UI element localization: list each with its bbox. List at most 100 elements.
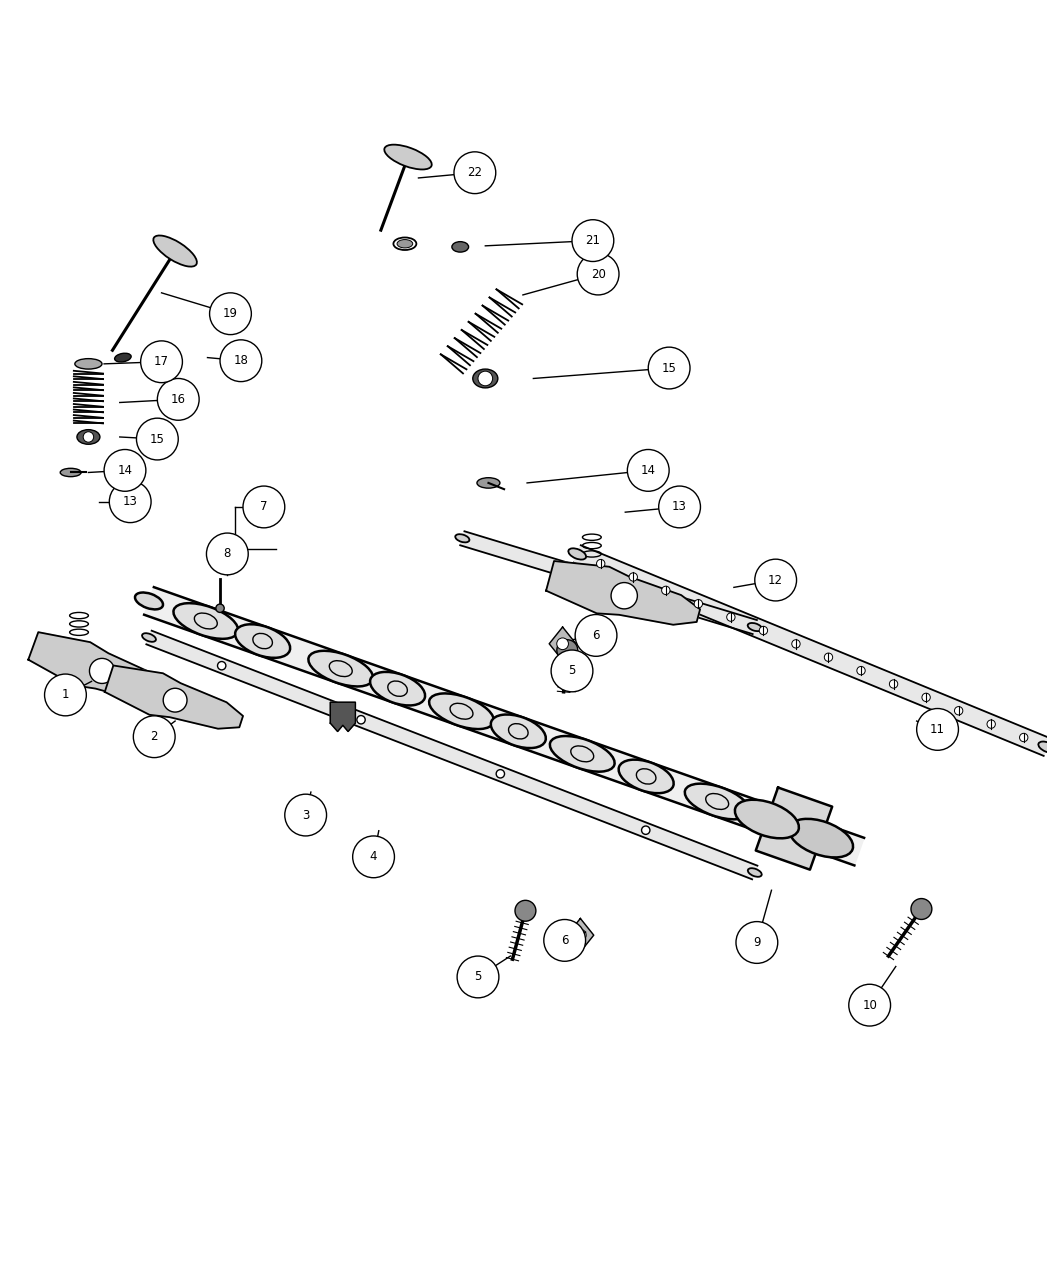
Circle shape	[83, 432, 93, 442]
Circle shape	[694, 599, 702, 608]
Ellipse shape	[60, 468, 81, 477]
Ellipse shape	[1038, 742, 1050, 752]
Circle shape	[889, 680, 898, 688]
Circle shape	[89, 658, 114, 683]
Text: 6: 6	[592, 629, 600, 641]
Circle shape	[759, 626, 768, 635]
Text: 17: 17	[154, 356, 169, 368]
Circle shape	[133, 715, 175, 757]
Text: 20: 20	[591, 268, 606, 280]
Polygon shape	[28, 632, 173, 703]
Circle shape	[497, 770, 505, 778]
Circle shape	[572, 219, 614, 261]
Circle shape	[357, 715, 365, 724]
Circle shape	[1020, 733, 1028, 742]
Circle shape	[210, 293, 251, 334]
Ellipse shape	[472, 368, 498, 388]
Ellipse shape	[384, 144, 432, 170]
Ellipse shape	[735, 799, 799, 839]
Circle shape	[662, 586, 670, 594]
Ellipse shape	[550, 736, 614, 771]
Circle shape	[824, 653, 833, 662]
Circle shape	[857, 667, 865, 674]
Circle shape	[922, 694, 930, 701]
Ellipse shape	[135, 593, 163, 609]
Ellipse shape	[456, 534, 469, 542]
Circle shape	[220, 340, 261, 381]
Polygon shape	[331, 703, 355, 732]
Circle shape	[727, 613, 735, 621]
Text: 7: 7	[260, 501, 268, 514]
Circle shape	[578, 254, 619, 295]
Text: 15: 15	[662, 362, 676, 375]
Text: 9: 9	[753, 936, 760, 949]
Circle shape	[544, 919, 586, 961]
Text: 15: 15	[150, 432, 165, 445]
Ellipse shape	[429, 694, 494, 729]
Text: 2: 2	[150, 731, 157, 743]
Ellipse shape	[370, 672, 425, 705]
Text: 8: 8	[224, 547, 231, 561]
Polygon shape	[105, 666, 243, 729]
Text: 14: 14	[118, 464, 132, 477]
Ellipse shape	[748, 623, 762, 631]
Ellipse shape	[685, 784, 750, 820]
Circle shape	[736, 922, 778, 964]
Circle shape	[848, 984, 890, 1026]
Ellipse shape	[153, 236, 197, 266]
Ellipse shape	[114, 353, 131, 362]
Circle shape	[987, 720, 995, 728]
Ellipse shape	[452, 242, 468, 252]
Text: 5: 5	[475, 970, 482, 983]
Ellipse shape	[75, 358, 102, 368]
Text: 1: 1	[62, 688, 69, 701]
Polygon shape	[567, 918, 593, 952]
Text: 3: 3	[302, 808, 310, 821]
Ellipse shape	[235, 625, 290, 658]
Text: 18: 18	[233, 354, 249, 367]
Circle shape	[478, 371, 492, 386]
Ellipse shape	[490, 714, 546, 748]
Circle shape	[792, 640, 800, 648]
Polygon shape	[144, 588, 864, 866]
Circle shape	[954, 706, 963, 715]
Circle shape	[109, 481, 151, 523]
Text: 12: 12	[769, 574, 783, 586]
Text: 21: 21	[586, 235, 601, 247]
Circle shape	[911, 899, 931, 919]
Ellipse shape	[618, 760, 674, 793]
Polygon shape	[756, 788, 833, 870]
Circle shape	[136, 418, 178, 460]
Circle shape	[629, 572, 637, 581]
Circle shape	[755, 560, 797, 601]
Circle shape	[648, 347, 690, 389]
Text: 5: 5	[568, 664, 575, 677]
Ellipse shape	[77, 430, 100, 444]
Text: 11: 11	[930, 723, 945, 736]
Polygon shape	[546, 561, 700, 625]
Circle shape	[658, 486, 700, 528]
Circle shape	[457, 956, 499, 998]
Text: 14: 14	[640, 464, 656, 477]
Ellipse shape	[397, 240, 413, 247]
Polygon shape	[573, 546, 1050, 756]
Text: 16: 16	[171, 393, 186, 405]
Ellipse shape	[568, 548, 586, 560]
Circle shape	[141, 340, 183, 382]
Text: 10: 10	[862, 998, 877, 1011]
Circle shape	[163, 688, 187, 711]
Polygon shape	[146, 631, 757, 880]
Circle shape	[917, 709, 959, 750]
Ellipse shape	[748, 868, 761, 877]
Text: 13: 13	[672, 501, 687, 514]
Circle shape	[551, 650, 593, 692]
Circle shape	[207, 533, 248, 575]
Circle shape	[104, 450, 146, 491]
Circle shape	[596, 560, 605, 567]
Circle shape	[158, 379, 200, 421]
Circle shape	[44, 674, 86, 715]
Ellipse shape	[477, 478, 500, 488]
Circle shape	[216, 604, 225, 612]
Circle shape	[556, 638, 568, 650]
Polygon shape	[460, 532, 757, 634]
